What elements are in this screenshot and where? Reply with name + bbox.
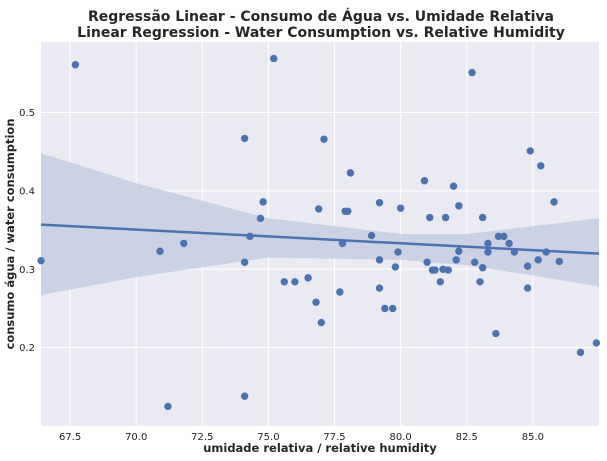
scatter-points <box>37 54 601 411</box>
data-point <box>240 134 249 143</box>
data-point <box>317 318 326 327</box>
data-point <box>471 258 479 266</box>
data-point <box>534 256 542 264</box>
x-axis-label: umidade relativa / relative humidity <box>203 441 437 455</box>
x-tick-label: 75.0 <box>257 432 279 443</box>
data-point <box>391 263 400 271</box>
chart-subtitle: Linear Regression - Water Consumption vs… <box>77 25 565 41</box>
y-axis-label: consumo água / water consumption <box>3 118 17 349</box>
data-point <box>240 392 249 400</box>
data-point <box>346 169 355 177</box>
data-point <box>312 298 320 306</box>
data-point <box>164 402 172 411</box>
data-point <box>71 61 80 69</box>
data-point <box>484 248 492 256</box>
data-point <box>291 278 299 286</box>
x-tick-label: 67.5 <box>59 432 81 443</box>
x-tick-label: 77.5 <box>323 432 345 443</box>
data-point <box>320 135 328 143</box>
data-point <box>375 256 384 264</box>
data-point <box>396 204 405 212</box>
data-point <box>426 213 434 222</box>
data-point <box>436 278 445 286</box>
data-point <box>452 256 460 264</box>
data-point <box>523 284 532 292</box>
data-point <box>592 339 601 347</box>
data-point <box>344 207 352 215</box>
data-point <box>423 258 431 266</box>
data-point <box>314 205 323 213</box>
y-tick-label: 0.5 <box>19 108 35 119</box>
data-point <box>555 257 564 266</box>
data-point <box>455 202 463 210</box>
data-point <box>494 232 503 241</box>
data-point <box>500 232 508 241</box>
data-point <box>37 256 45 265</box>
data-point <box>375 198 384 207</box>
data-point <box>478 213 487 222</box>
y-tick-label: 0.4 <box>19 186 35 197</box>
data-point <box>381 304 389 313</box>
data-point <box>478 263 487 272</box>
data-point <box>304 274 312 282</box>
data-point <box>367 231 376 240</box>
data-point <box>484 239 492 248</box>
data-point <box>476 278 484 286</box>
data-point <box>441 213 450 222</box>
data-point <box>505 239 513 248</box>
data-point <box>180 239 188 248</box>
data-point <box>259 198 267 206</box>
x-tick-label: 82.5 <box>456 432 478 443</box>
regression-line <box>40 223 600 255</box>
y-tick-labels: 0.2 0.3 0.4 0.5 <box>19 108 35 354</box>
data-point <box>240 258 249 266</box>
data-point <box>526 147 534 155</box>
data-point <box>156 247 164 255</box>
data-point <box>389 304 397 313</box>
y-tick-label: 0.2 <box>19 343 35 354</box>
data-point <box>256 214 265 223</box>
data-point <box>550 198 558 206</box>
data-point <box>537 162 545 170</box>
x-tick-label: 85.0 <box>522 432 544 443</box>
data-point <box>394 248 402 256</box>
x-tick-labels: 67.5 70.0 72.5 75.0 77.5 80.0 82.5 85.0 <box>59 432 544 443</box>
data-point <box>576 348 585 357</box>
chart-title: Regressão Linear - Consumo de Água vs. U… <box>88 8 554 25</box>
y-tick-label: 0.3 <box>19 265 35 276</box>
data-point <box>270 54 278 63</box>
data-point <box>336 288 344 296</box>
data-point <box>455 247 463 255</box>
data-point <box>420 177 429 185</box>
data-point <box>523 262 532 270</box>
data-point <box>449 182 458 190</box>
data-point <box>431 266 439 274</box>
x-tick-label: 70.0 <box>125 432 147 443</box>
data-point <box>444 266 452 274</box>
x-tick-label: 72.5 <box>191 432 213 443</box>
data-point <box>280 278 288 286</box>
data-point <box>492 329 500 338</box>
x-tick-label: 80.0 <box>390 432 412 443</box>
data-point <box>468 68 476 77</box>
data-point <box>375 284 384 292</box>
